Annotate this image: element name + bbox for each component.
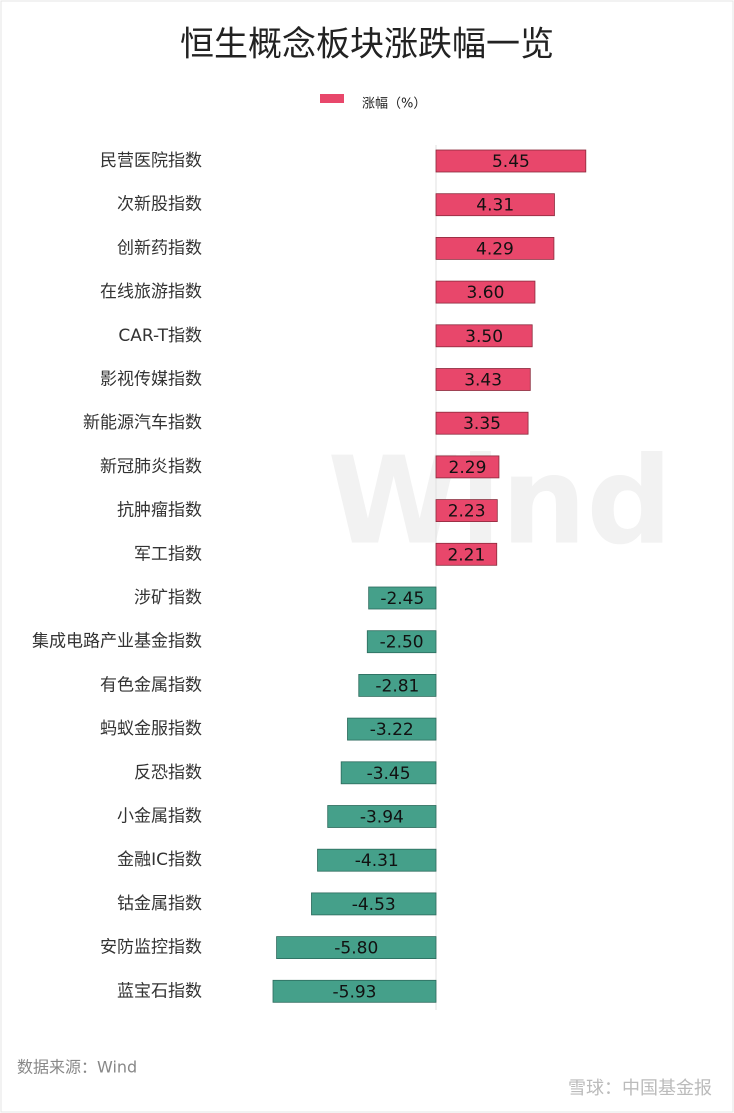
value-label: -2.50 [380, 633, 424, 653]
value-label: 2.23 [448, 502, 486, 522]
value-label: 2.29 [449, 458, 487, 478]
value-label: 5.45 [492, 152, 530, 172]
y-tick-label: 钴金属指数 [117, 894, 202, 914]
bar [340, 761, 437, 785]
bar [435, 280, 536, 304]
bar [368, 586, 437, 610]
bar [272, 979, 437, 1003]
value-label: -3.45 [367, 764, 411, 784]
value-label: 3.43 [464, 371, 502, 391]
y-tick-label: 影视传媒指数 [100, 370, 202, 390]
y-tick-label: 新冠肺炎指数 [100, 457, 202, 477]
y-tick-label: 次新股指数 [117, 195, 202, 215]
value-label: -4.31 [355, 851, 399, 871]
bar [366, 630, 437, 654]
background-watermark: Wind [328, 433, 673, 572]
y-tick-label: 金融IC指数 [117, 850, 202, 870]
y-tick-label: 蓝宝石指数 [117, 981, 202, 1001]
legend-swatch [320, 94, 344, 103]
value-label: 3.50 [465, 327, 503, 347]
value-label: -5.80 [334, 939, 378, 959]
bar [311, 892, 437, 916]
bar [435, 236, 555, 260]
y-tick-label: 涉矿指数 [134, 588, 202, 608]
y-tick-label: 蚂蚁金服指数 [100, 719, 202, 739]
bar [276, 936, 437, 959]
legend-label: 涨幅（%） [362, 97, 426, 112]
bar [435, 411, 529, 435]
y-tick-label: 反恐指数 [134, 763, 202, 783]
y-tick-label: 小金属指数 [117, 807, 202, 827]
bar [347, 717, 437, 741]
watermark: 雪球：中国基金报 [568, 1078, 712, 1099]
y-tick-label: 新能源汽车指数 [83, 413, 202, 433]
value-label: -3.22 [370, 720, 414, 740]
value-label: 4.29 [476, 239, 514, 259]
value-label: 4.31 [476, 196, 514, 216]
y-tick-label: 军工指数 [134, 544, 202, 564]
value-label: 3.35 [463, 414, 501, 434]
bar [317, 848, 437, 872]
y-tick-label: 抗肿瘤指数 [117, 501, 202, 521]
value-label: -5.93 [333, 982, 377, 1002]
bar [435, 455, 500, 479]
bar [435, 193, 555, 217]
bar [435, 324, 533, 348]
bar [435, 149, 587, 173]
bar [435, 542, 498, 566]
y-tick-label: CAR-T指数 [118, 326, 202, 346]
bar [358, 674, 437, 697]
value-label: -3.94 [360, 808, 404, 828]
y-tick-label: 有色金属指数 [100, 675, 202, 695]
value-label: 3.60 [467, 283, 505, 303]
value-label: 2.21 [447, 545, 485, 565]
y-tick-label: 创新药指数 [117, 238, 202, 258]
value-label: -2.45 [380, 589, 424, 609]
source: 数据来源：Wind [17, 1058, 137, 1077]
bar [327, 805, 437, 828]
chart-title: 恒生概念板块涨跌幅一览 [180, 25, 554, 65]
bar [435, 368, 531, 391]
y-tick-label: 集成电路产业基金指数 [32, 632, 202, 652]
y-tick-label: 安防监控指数 [100, 938, 202, 958]
value-label: -4.53 [352, 895, 396, 915]
bar [435, 499, 498, 523]
value-label: -2.81 [375, 676, 419, 696]
y-tick-label: 民营医院指数 [100, 151, 202, 171]
y-tick-label: 在线旅游指数 [100, 282, 202, 302]
